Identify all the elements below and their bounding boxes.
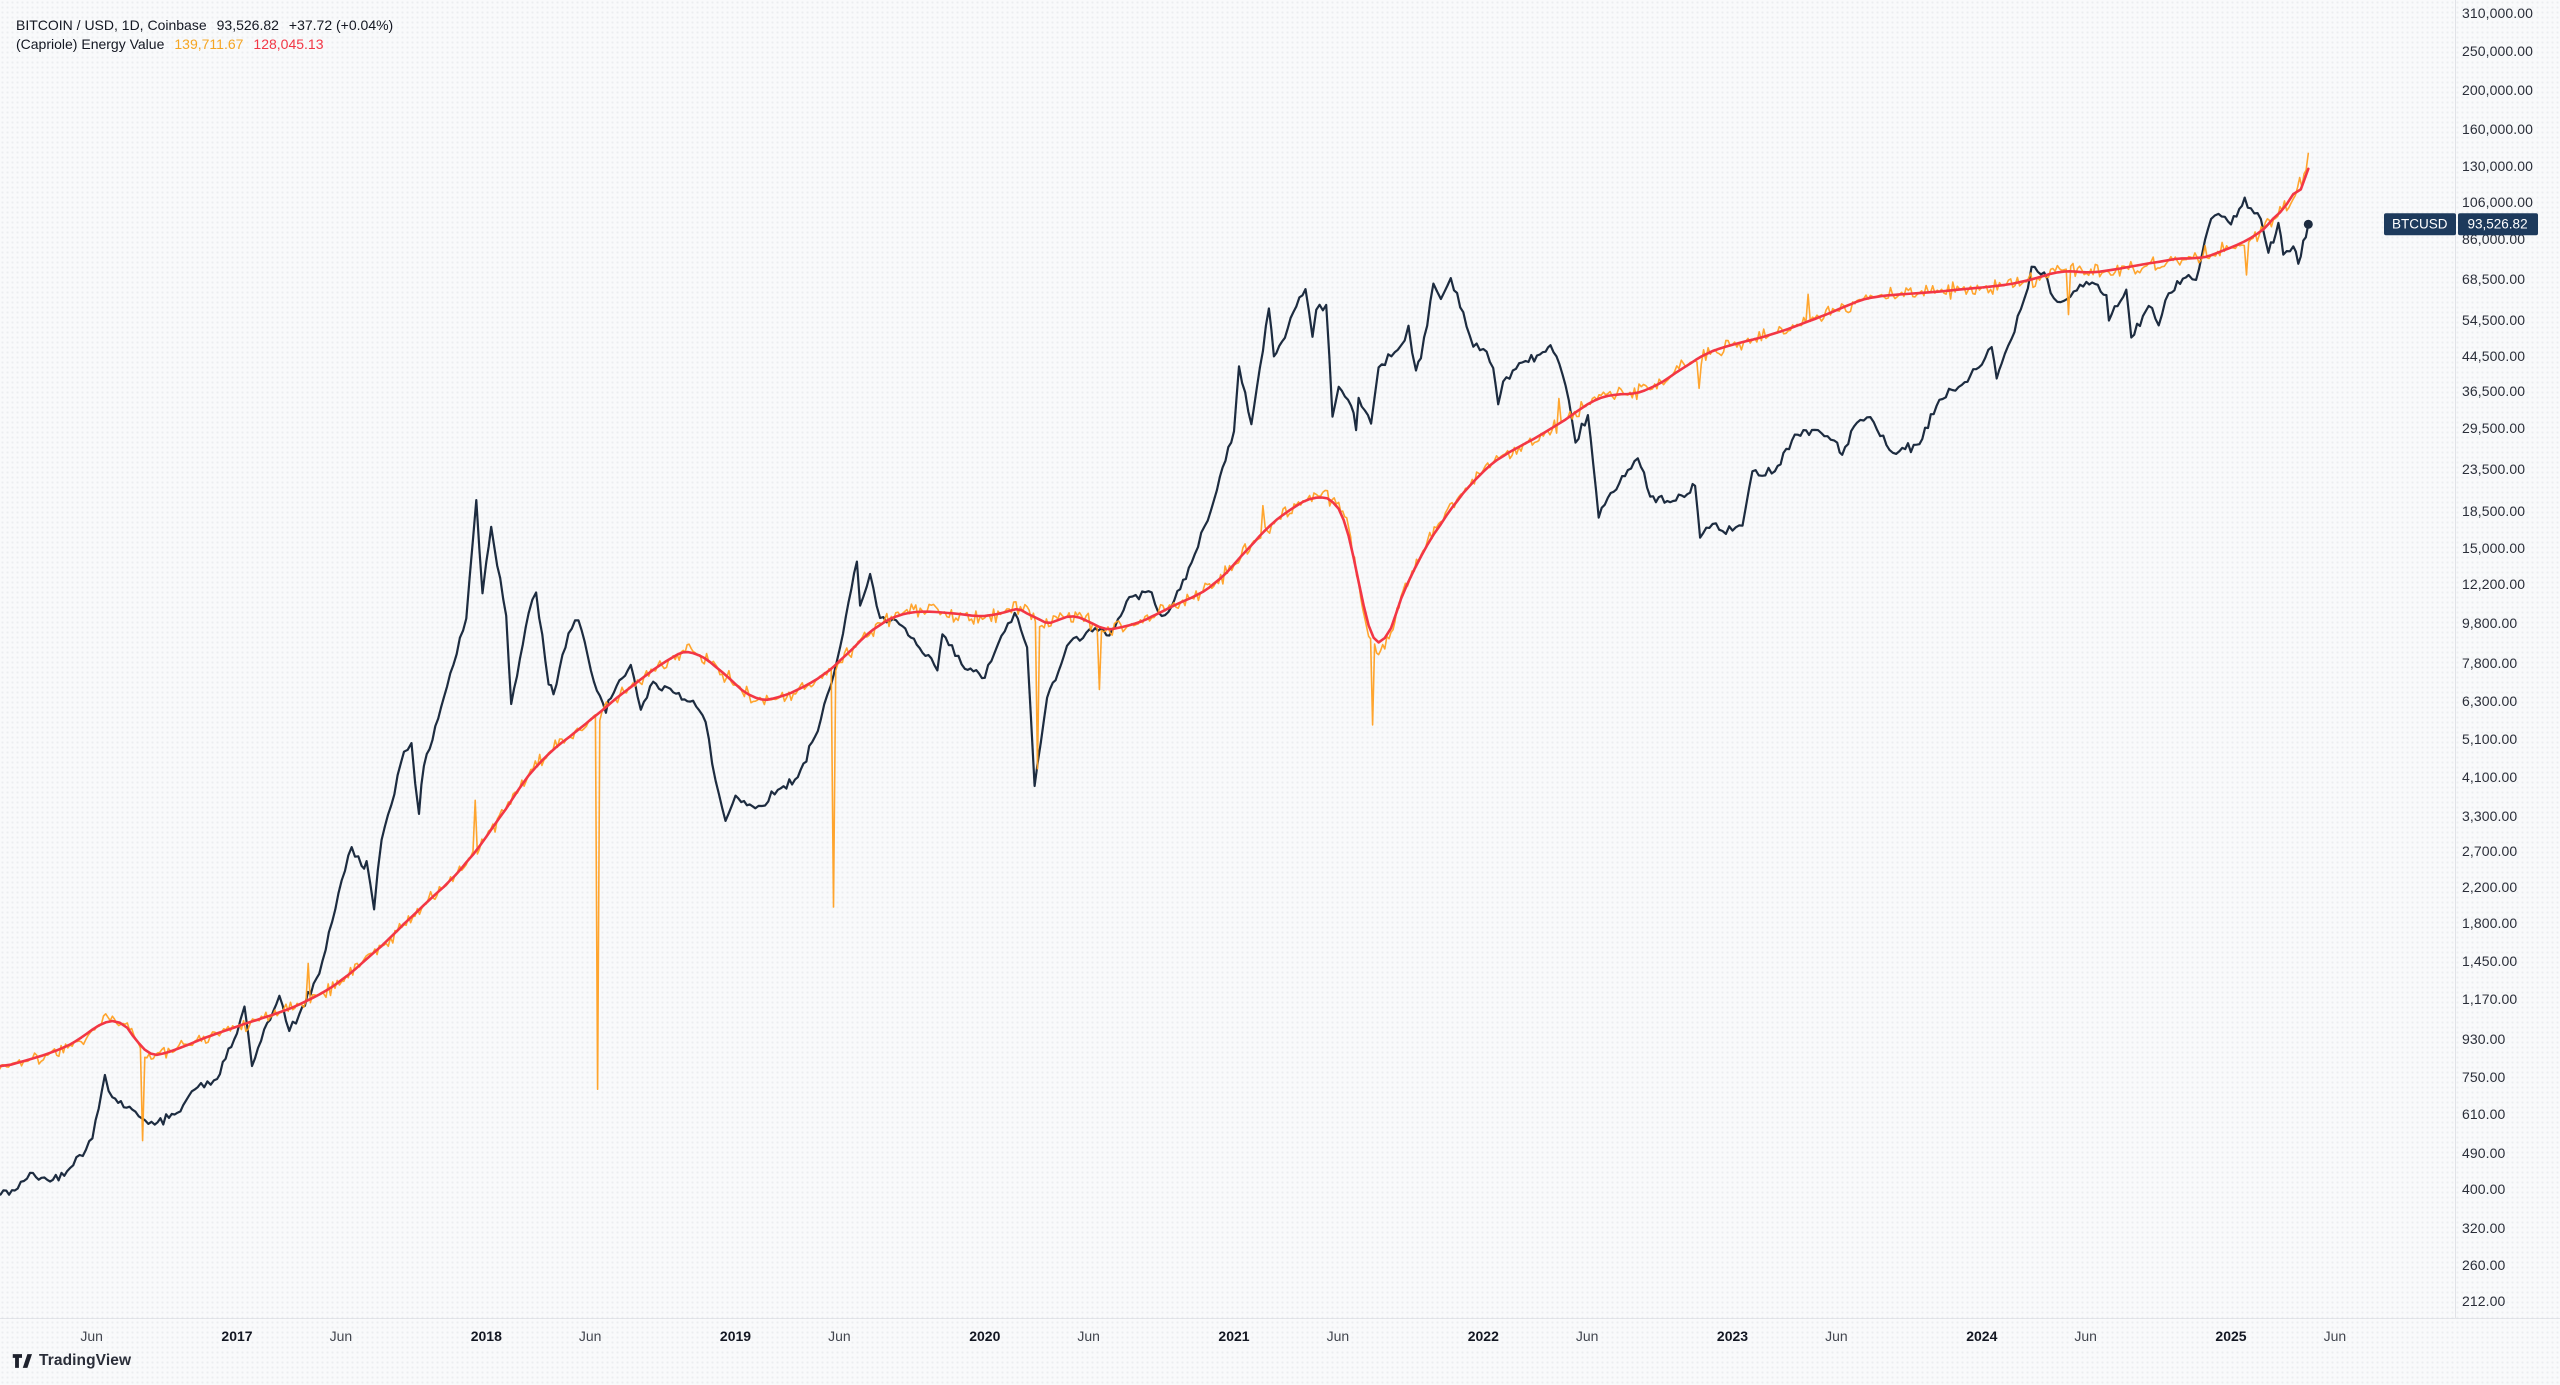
price-scale-label: 23,500.00 — [2462, 460, 2526, 477]
time-scale-label-jun: Jun — [1575, 1328, 1599, 1344]
price-scale-label: 7,800.00 — [2462, 655, 2518, 672]
price-scale-label: 212.00 — [2462, 1292, 2506, 1309]
indicator-smoothed-value: 128,045.13 — [253, 36, 324, 52]
symbol-title: BITCOIN / USD, 1D, Coinbase — [16, 17, 207, 33]
symbol-last-price: 93,526.82 — [216, 17, 279, 33]
time-scale-label-2019: 2019 — [719, 1328, 752, 1344]
time-scale-label-2022: 2022 — [1467, 1328, 1499, 1344]
price-scale-label: 930.00 — [2462, 1031, 2506, 1048]
price-scale-label: 2,200.00 — [2462, 879, 2518, 896]
chart-legend: BITCOIN / USD, 1D, Coinbase 93,526.82 +3… — [16, 17, 393, 55]
energy-value-raw-line — [0, 152, 2310, 1142]
price-scale-label: 54,500.00 — [2462, 311, 2526, 328]
time-scale-label-2020: 2020 — [969, 1328, 1001, 1344]
price-scale-label: 320.00 — [2462, 1219, 2506, 1236]
time-scale-label-2017: 2017 — [221, 1328, 253, 1344]
price-scale-label: 310,000.00 — [2462, 4, 2534, 21]
price-scale[interactable]: 310,000.00 250,000.00 200,000.00 160,000.00… — [2455, 0, 2560, 1318]
time-scale-label-jun: Jun — [1326, 1328, 1350, 1344]
price-scale-label: 130,000.00 — [2462, 158, 2534, 175]
price-scale-label: 9,800.00 — [2462, 615, 2518, 632]
time-scale-label-jun: Jun — [578, 1328, 602, 1344]
price-scale-label: 750.00 — [2462, 1069, 2506, 1086]
price-scale-label: 86,000.00 — [2462, 231, 2526, 248]
price-scale-label: 29,500.00 — [2462, 420, 2526, 437]
time-scale-label-jun: Jun — [1825, 1328, 1848, 1344]
price-scale-label: 15,000.00 — [2462, 539, 2526, 556]
price-scale-label: 160,000.00 — [2462, 121, 2534, 138]
tradingview-branding[interactable]: TradingView — [12, 1352, 131, 1370]
time-scale-label-2018: 2018 — [470, 1328, 502, 1344]
btc-price-line — [0, 196, 2310, 1196]
legend-indicator-row[interactable]: (Capriole) Energy Value 139,711.67 128,0… — [16, 36, 393, 55]
indicator-energy-value: 139,711.67 — [174, 36, 244, 52]
btc-last-point-dot — [2303, 219, 2313, 229]
price-scale-label: 400.00 — [2462, 1180, 2506, 1197]
price-scale-label: 18,500.00 — [2462, 502, 2526, 519]
badge-symbol: BTCUSD — [2384, 213, 2456, 236]
price-scale-label: 610.00 — [2462, 1105, 2506, 1122]
indicator-title: (Capriole) Energy Value — [16, 36, 165, 52]
price-scale-label: 12,200.00 — [2462, 576, 2526, 593]
badge-price: 93,526.82 — [2457, 213, 2538, 236]
tradingview-logo-text: TradingView — [39, 1352, 132, 1369]
price-scale-label: 5,100.00 — [2462, 730, 2518, 747]
time-scale-label-2021: 2021 — [1218, 1328, 1250, 1344]
time-scale-label-jun: Jun — [828, 1328, 851, 1344]
price-scale-label: 1,800.00 — [2462, 914, 2518, 931]
price-scale-label: 1,450.00 — [2462, 952, 2518, 969]
price-scale-label: 4,100.00 — [2462, 769, 2518, 786]
time-scale-label-2024: 2024 — [1966, 1328, 1998, 1344]
price-scale-label: 36,500.00 — [2462, 382, 2526, 399]
time-scale-label-2025: 2025 — [2215, 1328, 2247, 1344]
price-scale-label: 68,500.00 — [2462, 271, 2526, 288]
price-scale-label: 2,700.00 — [2462, 843, 2518, 859]
symbol-change: +37.72 (+0.04%) — [288, 17, 394, 33]
price-scale-label: 106,000.00 — [2462, 194, 2534, 211]
time-scale-label-jun: Jun — [2323, 1328, 2347, 1344]
price-scale-label: 250,000.00 — [2462, 42, 2534, 59]
price-scale-label: 44,500.00 — [2462, 347, 2526, 364]
price-scale-label: 260.00 — [2462, 1256, 2506, 1273]
price-scale-label: 6,300.00 — [2462, 693, 2518, 710]
time-scale-label-jun: Jun — [329, 1328, 353, 1344]
energy-value-smooth-line — [0, 167, 2310, 1068]
tradingview-logo-icon — [12, 1354, 32, 1368]
price-scale-label: 3,300.00 — [2462, 807, 2518, 824]
price-scale-label: 490.00 — [2462, 1144, 2506, 1161]
time-scale-label-jun: Jun — [80, 1328, 103, 1344]
time-scale[interactable]: Jun 2017 Jun 2018 Jun 2019 Jun 2020 Jun 2021 Jun 20… — [0, 1318, 2560, 1353]
price-scale-label: 200,000.00 — [2462, 82, 2534, 98]
time-scale-label-jun: Jun — [2074, 1328, 2097, 1344]
time-scale-label-jun: Jun — [1077, 1328, 1100, 1344]
time-scale-label-2023: 2023 — [1716, 1328, 1749, 1344]
price-scale-label: 1,170.00 — [2462, 990, 2518, 1007]
last-price-badge: BTCUSD 93,526.82 — [2384, 213, 2538, 236]
legend-symbol-row[interactable]: BITCOIN / USD, 1D, Coinbase 93,526.82 +3… — [16, 17, 393, 36]
